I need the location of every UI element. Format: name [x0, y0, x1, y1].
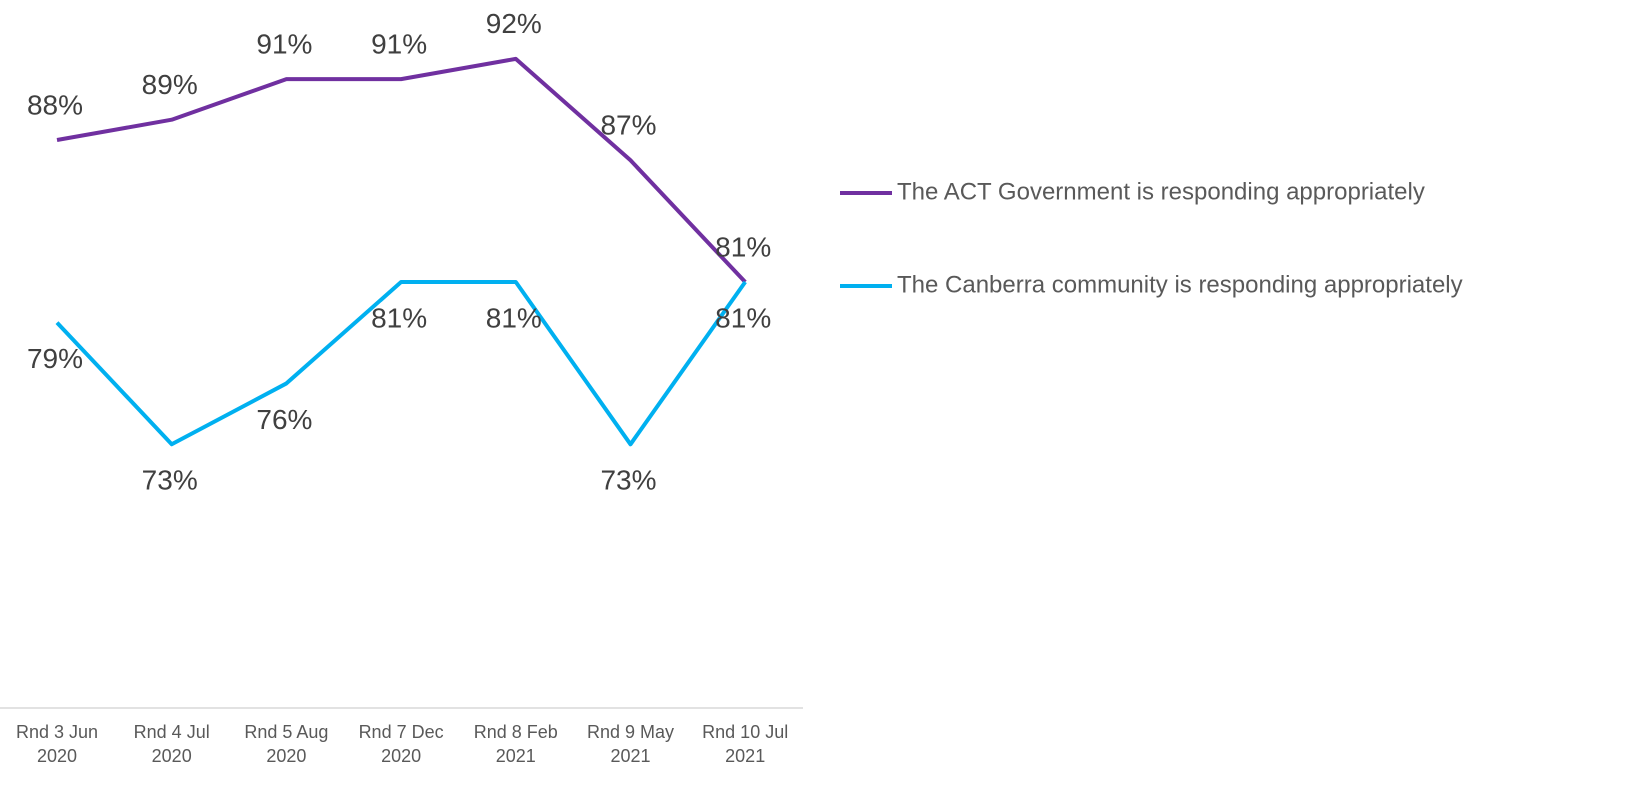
- legend-label: The Canberra community is responding app…: [897, 271, 1463, 298]
- x-tick-label: Rnd 9 May 2021: [586, 722, 675, 766]
- x-tick-label: Rnd 4 Jul 2020: [133, 722, 210, 766]
- x-tick-label: Rnd 10 Jul 2021: [702, 722, 789, 766]
- data-label: 81%: [486, 302, 542, 333]
- data-label: 73%: [142, 465, 198, 496]
- data-label: 89%: [142, 69, 198, 100]
- data-label: 91%: [371, 29, 427, 60]
- data-label: 81%: [371, 302, 427, 333]
- data-label: 92%: [486, 8, 542, 39]
- data-label: 73%: [600, 465, 656, 496]
- data-label: 81%: [715, 231, 771, 262]
- series-line: [55, 280, 747, 447]
- legend-label: The ACT Government is responding appropr…: [897, 178, 1425, 205]
- x-tick-label: Rnd 7 Dec 2020: [358, 722, 444, 766]
- data-label: 79%: [27, 343, 83, 374]
- x-tick-label: Rnd 8 Feb 2021: [473, 722, 558, 766]
- data-label: 88%: [27, 89, 83, 120]
- data-label: 81%: [715, 302, 771, 333]
- x-tick-label: Rnd 3 Jun 2020: [15, 722, 99, 766]
- x-tick-label: Rnd 5 Aug 2020: [244, 722, 329, 766]
- data-label: 76%: [256, 404, 312, 435]
- series-line: [56, 56, 747, 284]
- data-label: 91%: [256, 29, 312, 60]
- data-label: 87%: [600, 110, 656, 141]
